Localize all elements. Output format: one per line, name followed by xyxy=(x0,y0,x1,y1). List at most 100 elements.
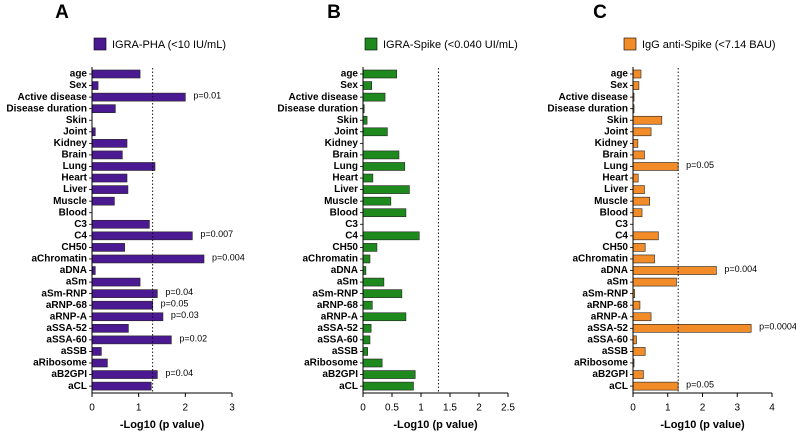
panel-label: C xyxy=(593,2,607,23)
bar xyxy=(362,115,368,125)
bar xyxy=(362,254,371,264)
bar xyxy=(91,69,141,79)
category-label: Brain xyxy=(602,150,628,161)
category-label: aSSA-52 xyxy=(46,323,87,334)
legend-swatch xyxy=(623,37,637,51)
category-label: Muscle xyxy=(324,196,358,207)
bar xyxy=(91,324,129,333)
category-label: Active disease xyxy=(559,92,629,103)
category-label: Disease duration xyxy=(547,103,628,114)
bar xyxy=(632,69,642,79)
category-label: aDNA xyxy=(601,265,628,276)
category-label: aB2GPI xyxy=(592,369,628,380)
category-label: Blood xyxy=(59,207,87,218)
legend-swatch xyxy=(93,37,107,51)
bar xyxy=(362,335,371,345)
category-label: Heart xyxy=(602,173,628,184)
p-value-label: p=0.01 xyxy=(193,90,221,100)
category-label: age xyxy=(611,69,629,80)
bar xyxy=(632,196,650,206)
p-value-label: p=0.04 xyxy=(165,368,193,378)
category-label: Joint xyxy=(604,126,629,137)
category-label: C4 xyxy=(74,230,87,241)
category-label: Muscle xyxy=(53,196,87,207)
category-label: aSSB xyxy=(332,346,358,357)
bar xyxy=(632,173,639,183)
category-label: Sex xyxy=(340,80,358,91)
category-label: aSSB xyxy=(61,346,87,357)
category-label: Blood xyxy=(600,207,628,218)
category-label: aChromatin xyxy=(302,254,358,265)
category-label: Kidney xyxy=(595,138,629,149)
x-tick-label: 2.5 xyxy=(501,403,515,414)
bar xyxy=(91,370,158,379)
bar xyxy=(362,92,386,102)
legend-label: IGRA-PHA (<10 IU/mL) xyxy=(112,39,226,51)
bar xyxy=(362,231,420,241)
category-label: Heart xyxy=(332,173,358,184)
category-label: Disease duration xyxy=(6,103,87,114)
bar xyxy=(632,266,717,275)
bar xyxy=(362,185,410,194)
bar xyxy=(362,162,406,171)
category-label: aSm-RNP xyxy=(41,288,87,299)
bar xyxy=(632,312,652,322)
category-label: CH50 xyxy=(61,242,87,253)
bar xyxy=(362,300,373,310)
bar xyxy=(632,335,637,345)
p-value-label: p=0.03 xyxy=(171,310,199,320)
category-label: aB2GPI xyxy=(51,369,87,380)
bar xyxy=(632,150,645,160)
p-value-label: p=0.0004 xyxy=(759,322,796,332)
category-label: aRNP-A xyxy=(591,311,628,322)
category-label: aSm xyxy=(66,277,87,288)
bar xyxy=(91,231,193,241)
x-tick-label: 1.5 xyxy=(443,403,457,414)
category-label: age xyxy=(341,69,359,80)
bar xyxy=(362,81,372,90)
p-value-label: p=0.007 xyxy=(200,229,233,239)
bar xyxy=(91,347,102,356)
x-axis-title: -Log10 (p value) xyxy=(660,419,745,431)
category-label: aB2GPI xyxy=(322,369,358,380)
bar xyxy=(91,381,152,391)
bar xyxy=(362,196,392,206)
p-value-label: p=0.05 xyxy=(161,299,189,309)
x-tick-label: 2 xyxy=(476,403,482,414)
category-label: Blood xyxy=(330,207,358,218)
bar xyxy=(362,312,407,322)
category-label: Liver xyxy=(604,184,628,195)
category-label: Skin xyxy=(337,115,358,126)
bar xyxy=(91,173,128,183)
bar xyxy=(632,300,641,310)
category-label: aChromatin xyxy=(31,254,87,265)
bar xyxy=(91,254,205,264)
category-label: C3 xyxy=(615,219,628,230)
bar xyxy=(632,231,659,241)
bar xyxy=(632,277,677,287)
category-label: aSm xyxy=(607,277,628,288)
p-value-label: p=0.004 xyxy=(212,252,245,262)
category-label: aRibosome xyxy=(574,358,628,369)
bar xyxy=(362,289,403,298)
category-label: aRibosome xyxy=(33,358,87,369)
bar xyxy=(632,139,639,148)
p-value-label: p=0.004 xyxy=(724,264,757,274)
x-tick-label: 1 xyxy=(136,403,142,414)
bar xyxy=(362,243,378,252)
bar xyxy=(632,81,640,90)
p-value-label: p=0.02 xyxy=(179,333,207,343)
bar xyxy=(91,358,108,368)
category-label: Lung xyxy=(63,161,87,172)
x-tick-label: 1 xyxy=(665,403,671,414)
category-label: aDNA xyxy=(60,265,87,276)
bar xyxy=(632,115,663,125)
category-label: Disease duration xyxy=(277,103,358,114)
category-label: aSSA-52 xyxy=(317,323,358,334)
category-label: aCL xyxy=(609,381,628,392)
category-label: Sex xyxy=(610,80,628,91)
panel-label: A xyxy=(55,2,69,23)
bar xyxy=(362,150,400,160)
category-label: aCL xyxy=(68,381,87,392)
bar xyxy=(91,81,99,90)
